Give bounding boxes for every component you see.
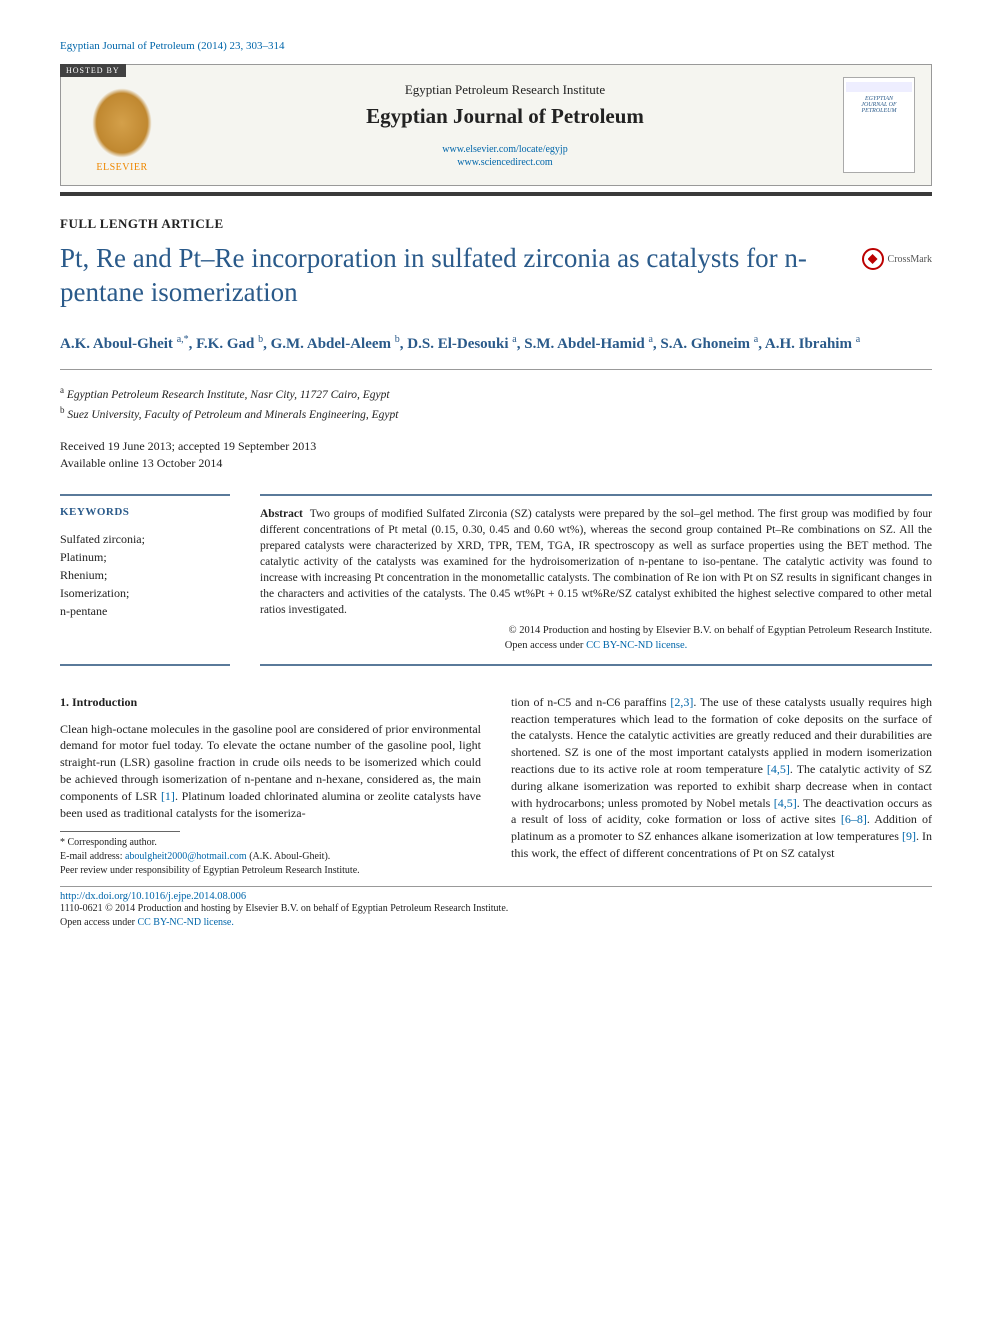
- license-link[interactable]: CC BY-NC-ND license.: [586, 640, 687, 651]
- body-column-left: 1. Introduction Clean high-octane molecu…: [60, 694, 481, 879]
- crossmark-badge[interactable]: CrossMark: [862, 248, 932, 270]
- doi-link[interactable]: http://dx.doi.org/10.1016/j.ejpe.2014.08…: [60, 891, 932, 902]
- keywords-label: KEYWORDS: [60, 506, 230, 518]
- publisher-name: ELSEVIER: [77, 162, 167, 173]
- email-author-suffix: (A.K. Aboul-Gheit).: [247, 851, 331, 862]
- article-type-label: FULL LENGTH ARTICLE: [60, 216, 932, 232]
- abstract-box: Abstract Two groups of modified Sulfated…: [260, 494, 932, 666]
- affiliation-a: Egyptian Petroleum Research Institute, N…: [67, 389, 390, 401]
- crossmark-icon: [862, 248, 884, 270]
- email-label: E-mail address:: [60, 851, 125, 862]
- footer-rule: [60, 886, 932, 887]
- author-rule: [60, 369, 932, 370]
- journal-link-elsevier[interactable]: www.elsevier.com/locate/egyjp: [167, 143, 843, 156]
- section-1-heading: 1. Introduction: [60, 694, 481, 711]
- body-column-right: tion of n-C5 and n-C6 paraffins [2,3]. T…: [511, 694, 932, 879]
- footnote-rule: [60, 831, 180, 832]
- header-rule: [60, 192, 932, 196]
- abstract-label: Abstract: [260, 508, 303, 520]
- online-date: Available online 13 October 2014: [60, 455, 932, 472]
- journal-reference: Egyptian Journal of Petroleum (2014) 23,…: [60, 40, 932, 52]
- corresponding-author-note: * Corresponding author.: [60, 836, 481, 850]
- keywords-box: KEYWORDS Sulfated zirconia;Platinum;Rhen…: [60, 494, 230, 666]
- peer-review-note: Peer review under responsibility of Egyp…: [60, 864, 481, 878]
- affiliation-b: Suez University, Faculty of Petroleum an…: [67, 409, 398, 421]
- article-dates: Received 19 June 2013; accepted 19 Septe…: [60, 438, 932, 472]
- abstract-text: Two groups of modified Sulfated Zirconia…: [260, 508, 932, 617]
- received-accepted-date: Received 19 June 2013; accepted 19 Septe…: [60, 438, 932, 455]
- intro-paragraph-right: tion of n-C5 and n-C6 paraffins [2,3]. T…: [511, 694, 932, 862]
- affiliations: a Egyptian Petroleum Research Institute,…: [60, 384, 932, 424]
- author-email-link[interactable]: aboulgheit2000@hotmail.com: [125, 851, 247, 862]
- publisher-logo-block: ELSEVIER: [77, 78, 167, 173]
- journal-link-sciencedirect[interactable]: www.sciencedirect.com: [167, 156, 843, 169]
- footnotes: * Corresponding author. E-mail address: …: [60, 836, 481, 878]
- abstract-copyright: © 2014 Production and hosting by Elsevie…: [260, 624, 932, 639]
- keywords-list: Sulfated zirconia;Platinum;Rhenium;Isome…: [60, 530, 230, 620]
- footer-license-link[interactable]: CC BY-NC-ND license.: [137, 917, 233, 928]
- journal-header: ELSEVIER Egyptian Petroleum Research Ins…: [60, 64, 932, 186]
- elsevier-tree-icon: [92, 88, 152, 158]
- institute-name: Egyptian Petroleum Research Institute: [167, 82, 843, 98]
- article-title: Pt, Re and Pt–Re incorporation in sulfat…: [60, 242, 852, 310]
- footer-issn-copyright: 1110-0621 © 2014 Production and hosting …: [60, 902, 932, 916]
- hosted-by-badge: HOSTED BY: [60, 64, 126, 77]
- footer-license: Open access under CC BY-NC-ND license.: [60, 916, 932, 930]
- journal-cover-thumbnail: EGYPTIAN JOURNAL OF PETROLEUM: [843, 77, 915, 173]
- intro-paragraph-left: Clean high-octane molecules in the gasol…: [60, 721, 481, 822]
- journal-title: Egyptian Journal of Petroleum: [167, 104, 843, 129]
- article-body: 1. Introduction Clean high-octane molecu…: [60, 694, 932, 879]
- authors-list: A.K. Aboul-Gheit a,*, F.K. Gad b, G.M. A…: [60, 332, 932, 356]
- abstract-license: Open access under CC BY-NC-ND license.: [260, 639, 932, 654]
- crossmark-label: CrossMark: [888, 254, 932, 265]
